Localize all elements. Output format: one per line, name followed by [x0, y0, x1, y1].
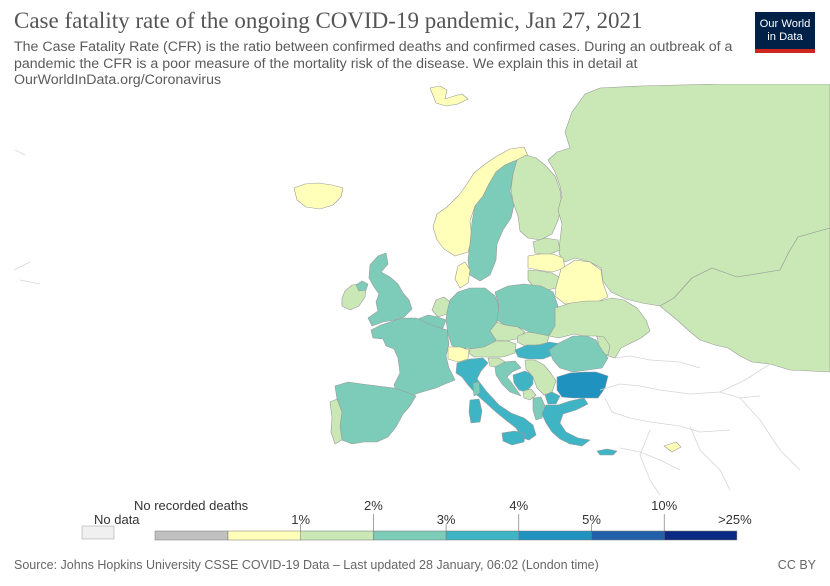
logo-line-1: Our World: [759, 17, 811, 30]
country-sardinia[interactable]: [468, 398, 483, 424]
country-switzerland[interactable]: [447, 346, 470, 363]
legend-no-deaths-label: No recorded deaths: [134, 498, 249, 513]
legend-no-data-label: No data: [94, 512, 140, 527]
outside-border-7: [719, 363, 771, 393]
country-crete[interactable]: [596, 448, 618, 456]
country-denmark[interactable]: [454, 261, 471, 289]
country-corsica[interactable]: [472, 381, 481, 397]
legend-bin-swatch: [445, 530, 520, 541]
country-romania[interactable]: [548, 335, 609, 373]
page-title: Case fatality rate of the ongoing COVID-…: [14, 8, 643, 33]
country-germany[interactable]: [445, 287, 500, 350]
country-kazakhstan[interactable]: [659, 227, 830, 373]
country-croatia[interactable]: [494, 360, 522, 397]
country-bulgaria[interactable]: [556, 371, 609, 399]
outside-border-3: [639, 429, 661, 496]
subtitle-line-2: pandemic the CFR is a poor measure of th…: [14, 55, 638, 72]
legend-bin-label: 4%: [509, 498, 528, 513]
country-shapes: [293, 84, 830, 456]
subtitle-line-1: The Case Fatality Rate (CFR) is the rati…: [14, 39, 733, 55]
outside-border-6: [614, 355, 701, 369]
legend-bin-swatch: [663, 530, 738, 541]
color-legend: No data No recorded deaths 1% 2% 3% 4% 5% 10%…: [81, 498, 752, 541]
country-france[interactable]: [370, 317, 456, 397]
legend-bin-label: 3%: [437, 512, 456, 527]
country-iceland[interactable]: [293, 182, 344, 210]
country-montenegro[interactable]: [522, 388, 537, 401]
legend-no-data-swatch: [81, 525, 115, 540]
outside-border-5: [739, 397, 801, 471]
source-note: Source: Johns Hopkins University CSSE CO…: [14, 558, 599, 572]
country-belarus[interactable]: [554, 259, 609, 305]
legend-bins: 1% 2% 3% 4% 5% 10% >25%: [227, 498, 752, 541]
country-latvia[interactable]: [527, 253, 566, 273]
outside-border-0: [599, 383, 761, 399]
country-cyprus[interactable]: [663, 441, 682, 453]
legend-bin-label: 10%: [651, 498, 677, 513]
legend-bin-swatch: [300, 530, 374, 541]
country-finland[interactable]: [510, 154, 563, 241]
europe-map: [13, 84, 830, 496]
country-united-kingdom[interactable]: [355, 252, 413, 327]
legend-bin-swatch: [591, 530, 665, 541]
country-estonia[interactable]: [532, 237, 561, 256]
legend-bin-swatch: [518, 530, 592, 541]
legend-bin-label: >25%: [718, 512, 752, 527]
legend-bin-swatch: [373, 530, 447, 541]
outside-border-4: [619, 447, 681, 471]
outside-region-borders: [13, 149, 801, 496]
legend-bin-swatch: [227, 530, 301, 541]
legend-bin-label: 1%: [291, 512, 310, 527]
subtitle: The Case Fatality Rate (CFR) is the rati…: [14, 39, 744, 89]
country-austria[interactable]: [468, 340, 517, 358]
logo-line-2: in Data: [767, 30, 803, 43]
license-label[interactable]: CC BY: [777, 558, 816, 572]
country-svalbard[interactable]: [429, 85, 469, 107]
outside-border-1: [604, 397, 731, 433]
legend-bin-label: 5%: [582, 512, 601, 527]
country-czechia[interactable]: [489, 321, 526, 342]
country-sicily[interactable]: [501, 430, 526, 446]
legend-no-deaths-swatch: [154, 530, 229, 541]
country-north-macedonia[interactable]: [544, 391, 561, 405]
country-sweden[interactable]: [467, 159, 518, 282]
legend-bin-label: 2%: [364, 498, 383, 513]
country-portugal[interactable]: [329, 398, 343, 445]
subtitle-line-3[interactable]: OurWorldInData.org/Coronavirus: [14, 72, 222, 88]
country-spain[interactable]: [334, 381, 417, 445]
outside-border-8: [13, 149, 41, 285]
country-bosnia-and-herzegovina[interactable]: [512, 370, 534, 393]
owid-logo[interactable]: Our World in Data: [755, 12, 815, 53]
country-greece[interactable]: [541, 397, 591, 447]
outside-border-2: [689, 425, 731, 491]
country-ukraine[interactable]: [548, 297, 651, 359]
